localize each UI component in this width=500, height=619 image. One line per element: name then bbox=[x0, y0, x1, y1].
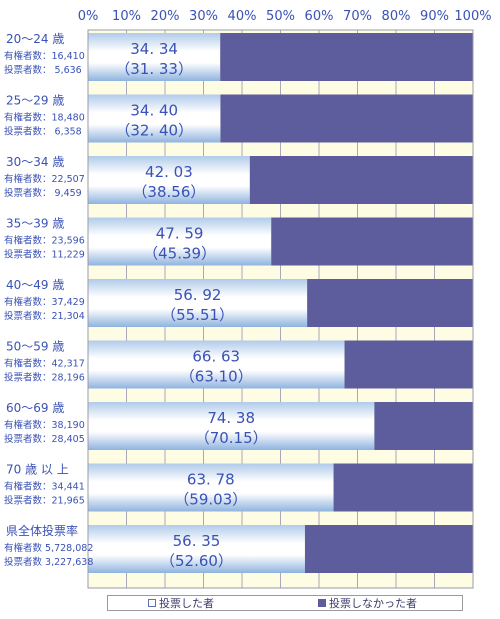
bar-not-voted bbox=[304, 525, 473, 573]
bar-voted bbox=[88, 94, 221, 143]
bar-not-voted bbox=[271, 217, 473, 266]
legend-label-not-voted: 投票しなかった者 bbox=[329, 597, 417, 610]
category-label: 40～49 歳 bbox=[6, 278, 64, 292]
x-tick-label: 30% bbox=[189, 9, 218, 24]
data-label: 34. 40 bbox=[130, 102, 178, 120]
bar-not-voted bbox=[333, 463, 473, 512]
category-stat-voters: 投票者数： 9,459 bbox=[4, 187, 82, 199]
x-tick-label: 60% bbox=[305, 9, 334, 24]
category-label: 35～39 歳 bbox=[6, 217, 64, 231]
x-tick-label: 100% bbox=[454, 9, 491, 24]
category-label: 25～29 歳 bbox=[6, 94, 64, 108]
category-stat-electors: 有権者数：34,441 bbox=[4, 481, 85, 493]
x-axis-ticks: 0% 10% 20% 30% 40% 50% 60% 70% 80% 90% 100% bbox=[78, 9, 492, 24]
x-tick-label: 70% bbox=[343, 9, 372, 24]
data-label-previous: （52.60） bbox=[160, 552, 233, 570]
category-label: 20～24 歳 bbox=[6, 32, 64, 46]
category-stat-electors: 有権者数：16,410 bbox=[4, 50, 85, 62]
data-label: 66. 63 bbox=[192, 348, 240, 366]
x-tick-label: 20% bbox=[151, 9, 180, 24]
bar-voted bbox=[88, 525, 305, 573]
legend-swatch-voted bbox=[148, 599, 156, 607]
plot-area: 34. 34 （31. 33） 34. 40 （32. 40） 42. 03 （38.56… bbox=[87, 29, 474, 589]
plot-border bbox=[87, 29, 474, 589]
category-stat-voters: 投票者数：28,405 bbox=[4, 433, 85, 445]
category-stat-electors: 有権者数：22,507 bbox=[4, 173, 85, 185]
bar-voted bbox=[88, 156, 250, 204]
bar-not-voted bbox=[374, 402, 473, 450]
x-tick-label: 50% bbox=[266, 9, 295, 24]
data-label-previous: （70.15） bbox=[195, 429, 268, 447]
category-stat-voters: 投票者数 3,227,638 bbox=[4, 556, 93, 568]
category-stat-voters: 投票者数：21,304 bbox=[4, 310, 85, 322]
x-tick-label: 10% bbox=[112, 9, 141, 24]
legend-item-voted: 投票した者 bbox=[148, 597, 214, 611]
legend-item-not-voted: 投票しなかった者 bbox=[318, 597, 417, 611]
category-stat-electors: 有権者数：18,480 bbox=[4, 112, 85, 124]
category-stat-voters: 投票者数：28,196 bbox=[4, 372, 85, 384]
bar-voted bbox=[88, 340, 345, 389]
bar-voted bbox=[88, 33, 221, 81]
category-stat-electors: 有権者数 5,728,082 bbox=[4, 542, 93, 554]
category-stat-voters: 投票者数：11,229 bbox=[4, 249, 85, 261]
data-label-previous: （38.56） bbox=[132, 183, 205, 201]
data-label-previous: （31. 33） bbox=[115, 60, 193, 78]
category-label: 60～69 歳 bbox=[6, 401, 64, 415]
category-stat-voters: 投票者数： 5,636 bbox=[4, 64, 82, 76]
category-label: 70 歳 以 上 bbox=[6, 463, 69, 477]
category-stat-electors: 有権者数：23,596 bbox=[4, 235, 85, 247]
x-tick-label: 40% bbox=[228, 9, 257, 24]
data-label: 42. 03 bbox=[145, 163, 193, 181]
data-label: 56. 35 bbox=[173, 532, 221, 550]
legend-swatch-not-voted bbox=[318, 599, 326, 607]
bar-not-voted bbox=[344, 340, 473, 389]
legend: 投票した者 投票しなかった者 bbox=[107, 595, 463, 611]
data-label: 63. 78 bbox=[187, 471, 235, 489]
category-stat-electors: 有権者数：37,429 bbox=[4, 296, 85, 308]
category-stat-voters: 投票者数：21,965 bbox=[4, 495, 85, 507]
x-tick-label: 90% bbox=[420, 9, 449, 24]
category-label: 50～59 歳 bbox=[6, 340, 64, 354]
bar-not-voted bbox=[220, 94, 473, 143]
category-stat-electors: 有権者数：38,190 bbox=[4, 419, 85, 431]
x-tick-label: 0% bbox=[78, 9, 99, 24]
bar-not-voted bbox=[307, 279, 473, 327]
data-label: 74. 38 bbox=[207, 409, 255, 427]
bar-not-voted bbox=[249, 156, 473, 204]
bar-voted bbox=[88, 217, 272, 266]
category-label: 30～34 歳 bbox=[6, 155, 64, 169]
legend-label-voted: 投票した者 bbox=[159, 597, 214, 610]
category-label: 県全体投票率 bbox=[6, 523, 78, 538]
category-stat-electors: 有権者数：42,317 bbox=[4, 358, 85, 370]
category-stat-voters: 投票者数： 6,358 bbox=[4, 126, 82, 138]
data-label: 34. 34 bbox=[130, 40, 178, 58]
data-label-previous: （59.03） bbox=[174, 491, 247, 509]
bar-voted bbox=[88, 279, 308, 327]
data-label-previous: （55.51） bbox=[161, 306, 234, 324]
data-label-previous: （32. 40） bbox=[115, 122, 193, 140]
bar-voted bbox=[88, 463, 334, 512]
bar-not-voted bbox=[220, 33, 473, 81]
data-label: 56. 92 bbox=[174, 286, 222, 304]
data-label-previous: （63.10） bbox=[180, 368, 253, 386]
x-tick-label: 80% bbox=[382, 9, 411, 24]
data-label-previous: （45.39） bbox=[143, 245, 216, 263]
bar-voted bbox=[88, 402, 375, 450]
data-label: 47. 59 bbox=[156, 225, 204, 243]
